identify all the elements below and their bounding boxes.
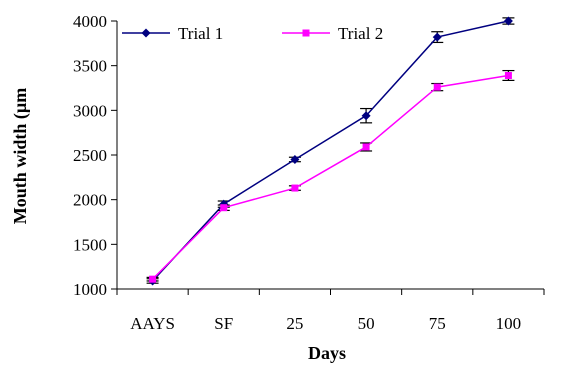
legend: Trial 1 Trial 2 <box>122 24 383 43</box>
y-tick-label: 3500 <box>73 57 107 76</box>
data-point <box>433 83 441 91</box>
series-2 <box>146 69 515 283</box>
data-point <box>220 204 228 212</box>
legend-item: Trial 1 <box>122 24 223 43</box>
y-axis-title: Mouth width (µm <box>10 88 31 224</box>
y-tick-label: 2500 <box>73 146 107 165</box>
series-line <box>152 74 509 280</box>
x-tick-label: 75 <box>429 314 446 333</box>
data-point <box>291 184 299 192</box>
x-tick-label: SF <box>214 314 233 333</box>
series-line <box>152 20 509 282</box>
legend-label: Trial 2 <box>338 24 383 43</box>
data-point <box>290 154 300 164</box>
series-1 <box>146 16 515 286</box>
x-axis-title: Days <box>308 343 346 363</box>
series-layer <box>146 16 515 286</box>
x-tick-label: 25 <box>286 314 303 333</box>
legend-item: Trial 2 <box>282 24 383 43</box>
legend-marker <box>141 28 151 38</box>
y-tick-label: 3000 <box>73 101 107 120</box>
data-point <box>432 32 442 42</box>
data-point <box>503 16 513 26</box>
data-point <box>362 143 370 151</box>
x-tick-label: 50 <box>358 314 375 333</box>
y-tick-label: 1000 <box>73 280 107 299</box>
data-point <box>504 71 512 79</box>
axes: 1000 1500 2000 2500 3000 3500 4000 AAYS SF 25 50 75… <box>73 12 545 333</box>
legend-label: Trial 1 <box>178 24 223 43</box>
y-tick-label: 2000 <box>73 191 107 210</box>
y-tick-label: 1500 <box>73 235 107 254</box>
x-tick-label: AAYS <box>130 314 175 333</box>
x-tick-label: 100 <box>496 314 522 333</box>
y-tick-label: 4000 <box>73 12 107 31</box>
data-point <box>149 275 157 283</box>
data-point <box>361 111 371 121</box>
legend-marker <box>302 29 310 37</box>
